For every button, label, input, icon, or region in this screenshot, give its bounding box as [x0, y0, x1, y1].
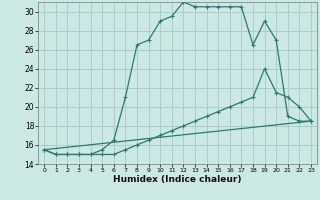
X-axis label: Humidex (Indice chaleur): Humidex (Indice chaleur) — [113, 175, 242, 184]
